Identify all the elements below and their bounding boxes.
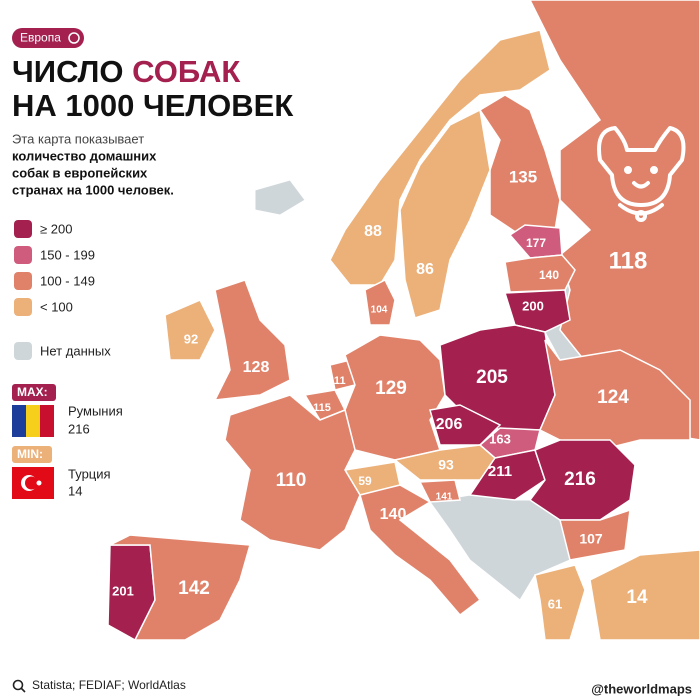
country-value: 111 [328, 375, 345, 387]
title-highlight: СОБАК [132, 54, 240, 89]
country [429, 404, 502, 446]
country-value: 177 [526, 236, 546, 250]
max-tag: MAX: [17, 385, 48, 399]
country-value: 110 [276, 470, 307, 491]
country-value: 163 [489, 431, 511, 446]
max-value: 216 [68, 421, 90, 436]
country-value: 86 [416, 261, 434, 278]
country [224, 394, 361, 551]
legend-label: 100 - 149 [40, 273, 95, 288]
country [503, 289, 571, 333]
badge-text: Европа [20, 31, 61, 45]
badge [12, 28, 84, 48]
country-value: 141 [436, 492, 453, 503]
globe-icon [68, 32, 80, 44]
country [344, 334, 446, 461]
legend-swatch [14, 272, 32, 290]
country [539, 339, 691, 451]
country-value: 140 [539, 268, 559, 282]
min-tag: MIN: [17, 447, 43, 461]
legend-swatch [14, 220, 32, 238]
country-value: 92 [184, 331, 198, 346]
no-data-label: Нет данных [40, 343, 111, 358]
legend-swatch [14, 246, 32, 264]
min-tag-bg [12, 446, 52, 463]
country-value: 135 [509, 167, 537, 186]
flag-turkey [36, 480, 42, 486]
dog-icon [597, 126, 686, 222]
search-icon [20, 687, 26, 693]
country-value: 206 [436, 416, 463, 433]
country-value: 216 [564, 469, 596, 490]
description-bold: собак в европейских [12, 165, 148, 180]
country-value: 59 [358, 474, 372, 488]
title-line2: НА 1000 ЧЕЛОВЕК [12, 88, 293, 123]
country [359, 484, 482, 617]
country-value: 14 [626, 587, 648, 608]
country [399, 108, 491, 319]
flag-turkey [25, 476, 38, 490]
country [589, 549, 700, 641]
title-line1: ЧИСЛО [12, 54, 124, 89]
country-value: 104 [371, 305, 388, 316]
credit: @theworldmaps [591, 681, 692, 696]
no-data-swatch [14, 342, 32, 360]
iceland [254, 179, 306, 216]
legend-swatch [14, 298, 32, 316]
country-value: 205 [476, 367, 508, 388]
country-value: 124 [597, 387, 629, 408]
description-bold: странах на 1000 человек. [12, 182, 174, 197]
country-value: 61 [548, 596, 562, 611]
country [164, 299, 216, 361]
min-value: 14 [68, 483, 82, 498]
source: Statista; FEDIAF; WorldAtlas [32, 678, 186, 692]
max-tag-bg [12, 384, 56, 401]
legend-label: 150 - 199 [40, 247, 95, 262]
legend-label: ≥ 200 [40, 221, 72, 236]
country-value: 118 [609, 247, 648, 274]
country-value: 88 [364, 223, 382, 240]
country [508, 224, 563, 259]
country-value: 93 [438, 457, 454, 473]
country-value: 211 [488, 463, 512, 480]
country [534, 564, 586, 641]
country [213, 279, 291, 401]
country [109, 534, 251, 641]
legend: ≥ 200 150 - 199 100 - 149 < 100 [14, 220, 95, 316]
country [559, 508, 631, 561]
country-value: 129 [375, 378, 407, 399]
regions: 118 135 88 86 177 140 200 104 92 128 111 115 129 205 2… [107, 0, 700, 642]
country-value: 200 [522, 298, 544, 313]
search-icon [12, 679, 24, 691]
country-value: 128 [243, 359, 270, 376]
flag-romania [26, 405, 40, 437]
description-bold: количество домашних [12, 148, 157, 163]
country-value: 107 [579, 531, 603, 547]
country-value: 201 [112, 583, 134, 598]
flag-romania [40, 405, 54, 437]
legend-label: < 100 [40, 299, 73, 314]
country-value: 142 [178, 578, 210, 599]
country [418, 479, 461, 503]
country [528, 439, 636, 521]
max-country: Румыния [68, 403, 123, 418]
description: Эта карта показывает [12, 131, 144, 146]
min-country: Турция [68, 466, 111, 481]
country-value: 140 [380, 506, 407, 523]
flag-romania [12, 405, 26, 437]
country-value: 115 [313, 402, 331, 414]
country [329, 29, 551, 286]
title: ЧИСЛО СОБАК [12, 54, 240, 89]
country [364, 278, 396, 326]
